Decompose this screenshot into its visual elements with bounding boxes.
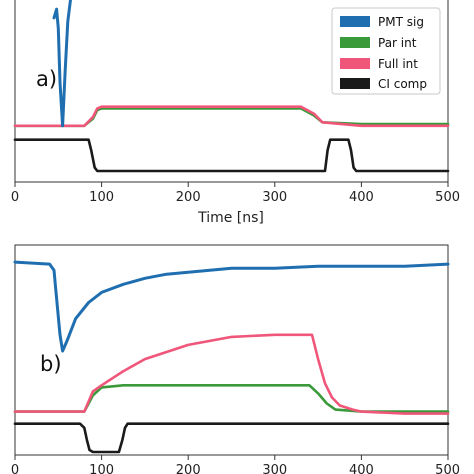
legend-label-full-int: Full int [378, 57, 418, 71]
panel-a-x-tick-label: 0 [11, 190, 19, 205]
panel-a-x-tick-label: 300 [262, 190, 287, 205]
legend-swatch-pmt-sig [340, 16, 370, 27]
panel-a-x-ticks: 0 100 200 300 400 500 [11, 182, 460, 205]
panel-b-series-par-int [13, 384, 450, 413]
panel-b-x-tick-label: 0 [11, 463, 19, 474]
panel-a-x-axis-title: Time [ns] [197, 210, 264, 226]
panel-a-x-tick-label: 100 [89, 190, 114, 205]
legend: PMT sig Par int Full int CI comp [331, 7, 441, 95]
panel-b-x-tick-label: 200 [176, 463, 201, 474]
panel-a: 0 100 200 300 400 500 a) Time [ns] PMT sig Pa… [11, 0, 460, 226]
panel-b-x-tick-label: 400 [349, 463, 374, 474]
panel-b-label: b) [40, 352, 62, 376]
legend-label-ci-comp: CI comp [378, 77, 427, 91]
panel-b: 0 100 200 300 400 500 b) [11, 244, 460, 474]
panel-a-x-tick-label: 500 [435, 190, 460, 205]
legend-frame [331, 7, 441, 95]
panel-b-series [13, 260, 450, 454]
panel-b-frame [14, 244, 449, 456]
legend-label-pmt-sig: PMT sig [378, 15, 424, 29]
panel-a-series [13, 0, 450, 173]
panel-a-x-tick-label: 200 [176, 190, 201, 205]
legend-swatch-ci-comp [340, 78, 370, 89]
panel-b-series-full-int [13, 333, 450, 415]
panel-b-x-ticks: 0 100 200 300 400 500 [11, 455, 460, 474]
legend-label-par-int: Par int [378, 36, 417, 50]
panel-a-series-par-int [13, 107, 450, 128]
panel-b-x-tick-label: 100 [89, 463, 114, 474]
panel-a-series-full-int [13, 105, 450, 128]
panel-a-series-pmt-sig [52, 0, 72, 128]
panel-a-label: a) [36, 67, 57, 91]
panel-a-series-ci-comp [13, 138, 450, 173]
panel-b-x-tick-label: 300 [262, 463, 287, 474]
panel-a-frame [14, 0, 449, 183]
legend-swatch-par-int [340, 37, 370, 48]
legend-swatch-full-int [340, 58, 370, 69]
panel-b-series-pmt-sig [13, 260, 450, 353]
panel-b-series-ci-comp [13, 422, 450, 454]
panel-a-x-tick-label: 400 [349, 190, 374, 205]
panel-b-x-tick-label: 500 [435, 463, 460, 474]
